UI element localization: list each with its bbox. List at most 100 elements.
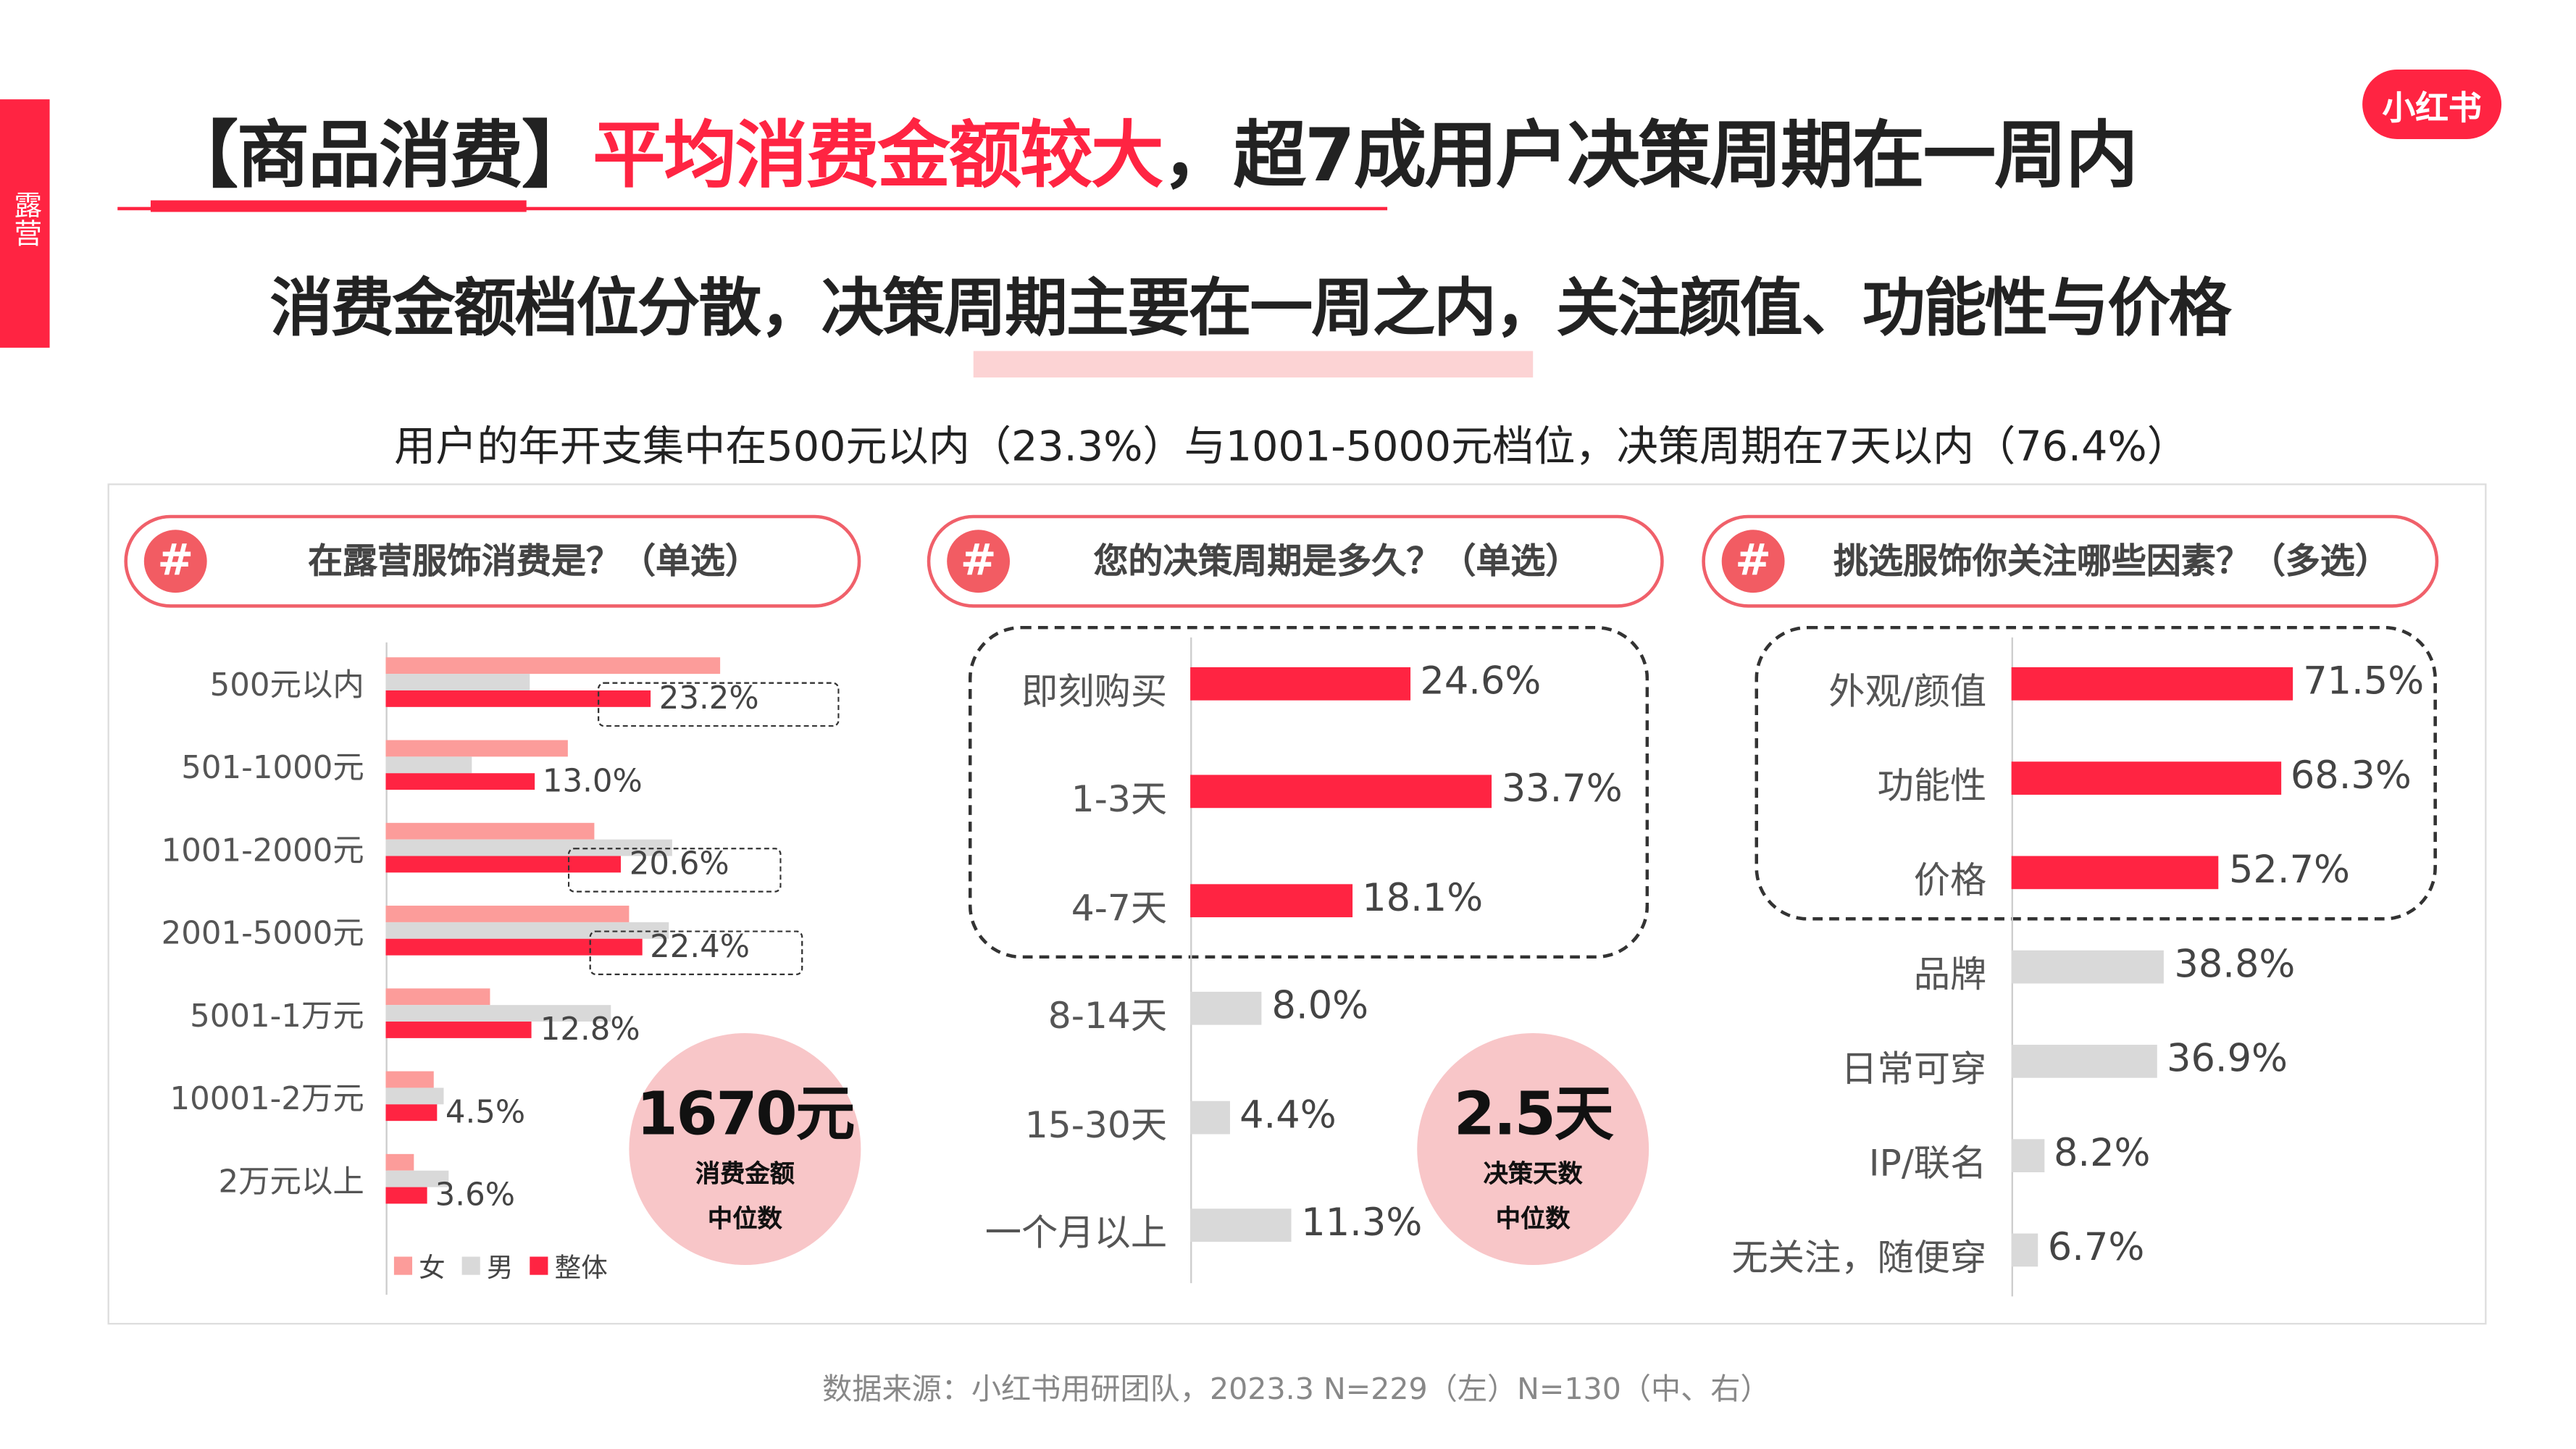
bar-female	[385, 988, 490, 1006]
axis-line	[385, 642, 388, 1295]
bar-overall	[385, 1104, 438, 1122]
axis-line	[1190, 637, 1192, 1284]
data-label: 4.4%	[1239, 1093, 1337, 1137]
bar-female	[385, 822, 595, 840]
bar	[2011, 761, 2281, 795]
category-label: 8-14天	[1047, 997, 1168, 1039]
title-underline	[117, 206, 1388, 211]
category-label: 2万元以上	[218, 1164, 364, 1200]
bar	[1190, 1100, 1230, 1134]
data-source: 数据来源：小红书用研团队，2023.3 N=229（左）N=130（中、右）	[822, 1372, 1770, 1408]
highlight-box	[568, 848, 782, 893]
callout-value: 2.5天	[1453, 1081, 1614, 1149]
bar-female	[385, 906, 630, 922]
category-label: 外观/颜值	[1828, 672, 1987, 714]
legend-label: 女	[419, 1251, 446, 1284]
highlight-box-decision	[968, 625, 1649, 959]
subtitle-highlight-bar	[973, 351, 1534, 378]
category-label: 功能性	[1877, 767, 1987, 809]
data-label: 71.5%	[2303, 660, 2425, 704]
median-spend-callout: 1670元 消费金额 中位数	[629, 1033, 861, 1265]
category-label: 4-7天	[1071, 888, 1168, 930]
bar-male	[385, 674, 530, 690]
data-label: 36.9%	[2167, 1037, 2288, 1082]
question-pill-decision: # 您的决策周期是多久？（单选）	[927, 514, 1664, 608]
bar	[2011, 856, 2220, 890]
bar-overall	[385, 773, 535, 790]
bar-male	[385, 839, 672, 856]
bar-female	[385, 740, 569, 757]
bar	[2011, 667, 2293, 701]
legend-label: 整体	[554, 1251, 608, 1284]
category-label: 5001-1万元	[190, 998, 364, 1035]
category-label: 一个月以上	[984, 1214, 1168, 1256]
data-label: 8.2%	[2053, 1132, 2151, 1176]
legend-swatch-male	[461, 1256, 480, 1274]
hashtag-icon: #	[143, 530, 207, 593]
callout-label: 决策天数	[1483, 1158, 1583, 1189]
bar-male	[385, 1087, 444, 1105]
callout-value: 1670元	[636, 1081, 855, 1149]
data-label: 11.3%	[1301, 1202, 1423, 1245]
title-underline-accent	[150, 200, 527, 212]
bar-female	[385, 657, 721, 675]
bar-overall	[385, 1022, 532, 1038]
bar	[1190, 667, 1410, 701]
data-label: 24.6%	[1420, 660, 1542, 704]
bar	[2011, 950, 2165, 984]
charts-panel	[107, 483, 2487, 1325]
legend-swatch-overall	[530, 1256, 548, 1274]
category-label: IP/联名	[1868, 1144, 1987, 1186]
bar-male	[385, 756, 472, 774]
bar	[1190, 992, 1262, 1026]
data-label: 12.8%	[540, 1011, 640, 1048]
category-label: 即刻购买	[1021, 672, 1168, 714]
title-rest: ，超7成用户决策周期在一周内	[1162, 114, 2138, 199]
data-label: 20.6%	[629, 845, 729, 883]
legend: 女 男 整体	[393, 1245, 608, 1285]
bar-female	[385, 1071, 434, 1088]
category-label: 品牌	[1913, 955, 1987, 997]
bar	[1190, 775, 1492, 809]
bar-overall	[385, 690, 651, 707]
category-label: 日常可穿	[1841, 1049, 1987, 1092]
legend-label: 男	[486, 1251, 514, 1284]
category-label: 15-30天	[1024, 1105, 1168, 1147]
bar-male	[385, 1170, 449, 1187]
category-label: 无关注，随便穿	[1731, 1238, 1987, 1280]
data-label: 8.0%	[1271, 985, 1369, 1029]
callout-label: 中位数	[707, 1203, 782, 1234]
data-label: 4.5%	[445, 1094, 526, 1131]
data-label: 22.4%	[650, 929, 750, 966]
question-title: 在露营服饰消费是？（单选）	[308, 541, 760, 582]
hashtag-icon: #	[947, 530, 1011, 593]
bar-male	[385, 1005, 611, 1022]
callout-label: 中位数	[1495, 1203, 1571, 1234]
section-tab: 露营	[0, 99, 50, 348]
hashtag-icon: #	[1721, 530, 1785, 593]
summary-text: 用户的年开支集中在500元以内（23.3%）与1001-5000元档位，决策周期…	[394, 422, 2188, 471]
bar-overall	[385, 938, 642, 956]
highlight-box	[588, 930, 803, 976]
category-label: 1001-2000元	[161, 832, 364, 869]
xiaohongshu-logo: 小红书	[2362, 69, 2502, 139]
category-label: 500元以内	[209, 667, 364, 704]
data-label: 6.7%	[2047, 1227, 2145, 1270]
bar-female	[385, 1153, 414, 1171]
category-label: 2001-5000元	[161, 915, 364, 953]
subtitle: 消费金额档位分散，决策周期主要在一周之内，关注颜值、功能性与价格	[269, 271, 2231, 345]
question-title: 您的决策周期是多久？（单选）	[1093, 541, 1581, 582]
bar	[2011, 1233, 2038, 1267]
bar-overall	[385, 1187, 427, 1204]
bar-male	[385, 922, 669, 939]
bar	[2011, 1139, 2044, 1172]
category-label: 501-1000元	[181, 750, 364, 787]
data-label: 3.6%	[435, 1177, 515, 1214]
page-title: 【商品消费】平均消费金额较大，超7成用户决策周期在一周内	[165, 96, 2138, 202]
callout-label: 消费金额	[695, 1158, 795, 1189]
title-prefix: 【商品消费】	[165, 114, 595, 199]
data-label: 52.7%	[2228, 849, 2350, 893]
bar	[1190, 883, 1352, 917]
category-label: 10001-2万元	[170, 1081, 364, 1118]
